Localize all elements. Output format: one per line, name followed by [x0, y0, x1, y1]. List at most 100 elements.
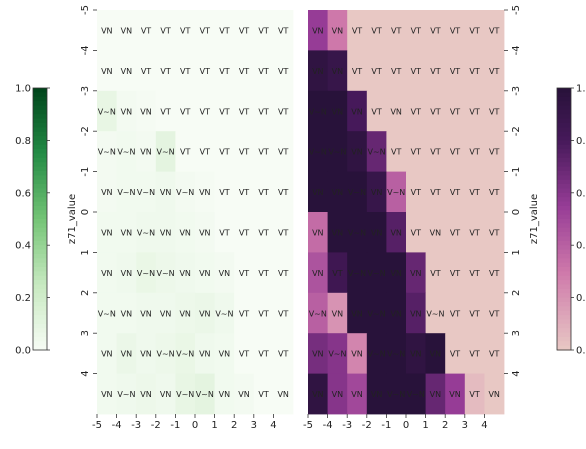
heatmap-cell — [308, 212, 328, 253]
y-tick-label: 4 — [80, 370, 91, 376]
colorbar-segment — [557, 118, 571, 124]
cell-label: V~N — [387, 188, 405, 197]
colorbar-frame — [556, 87, 572, 351]
heatmap-cell — [116, 90, 137, 132]
y-tick-label: 1 — [80, 249, 91, 255]
colorbar-segment — [33, 179, 47, 185]
heatmap-cell — [425, 252, 446, 294]
cell-label: VT — [239, 350, 249, 359]
heatmap-cell — [386, 90, 407, 132]
cell-label: VN — [121, 350, 132, 359]
colorbar-segment — [557, 166, 571, 172]
cell-label: VN — [199, 229, 210, 238]
y-tick-label: -2 — [511, 126, 522, 136]
cell-label: VN — [101, 67, 112, 76]
colorbar-tick-label: 0.6 — [576, 188, 586, 199]
x-tick-label: -2 — [362, 420, 372, 431]
cell-label: VT — [430, 27, 440, 36]
cell-label: VT — [239, 148, 249, 157]
cell-label: VT — [258, 309, 268, 318]
colorbar-segment — [33, 306, 47, 312]
heatmap-cell — [406, 212, 426, 253]
colorbar-segment — [557, 336, 571, 342]
heatmap-cell — [464, 50, 485, 92]
colorbar-segment — [33, 293, 47, 299]
cell-label: VT — [450, 229, 460, 238]
colorbar-segment — [33, 258, 47, 264]
heatmap-cell — [445, 90, 466, 132]
cell-label: VT — [180, 107, 190, 116]
colorbar-segment — [33, 332, 47, 338]
colorbar-segment — [33, 236, 47, 242]
cell-label: VT — [200, 27, 210, 36]
colorbar-segment — [33, 323, 47, 329]
cell-label: V~N — [137, 188, 155, 197]
colorbar-segment — [33, 341, 47, 347]
colorbar-segment — [33, 310, 47, 316]
colorbar-segment — [557, 315, 571, 321]
cell-label: V~N — [368, 309, 386, 318]
colorbar-segment — [557, 306, 571, 312]
heatmap-cell — [406, 333, 426, 374]
cell-label: VT — [489, 350, 499, 359]
heatmap-cell — [327, 333, 348, 374]
colorbar-segment — [557, 127, 571, 133]
heatmap-cell — [366, 90, 387, 132]
cell-label: VN — [332, 229, 343, 238]
colorbar-segment — [33, 284, 47, 290]
cell-label: V~N — [98, 107, 116, 116]
heatmap-cell — [253, 252, 274, 294]
heatmap-cell — [484, 131, 505, 172]
cell-label: VT — [239, 67, 249, 76]
cell-label: VN — [488, 390, 499, 399]
heatmap-cell — [253, 212, 274, 253]
cell-label: VN — [410, 269, 421, 278]
colorbar-segment — [557, 201, 571, 207]
cell-label: VT — [489, 67, 499, 76]
heatmap-cell — [308, 252, 328, 294]
heatmap-cell — [347, 131, 368, 172]
cell-label: V~N — [368, 350, 386, 359]
cell-label: VT — [141, 67, 151, 76]
colorbar-tick-label: 0.4 — [576, 241, 586, 252]
heatmap-cell — [273, 131, 294, 172]
x-tick-label: 0 — [403, 420, 409, 431]
colorbar-segment — [557, 109, 571, 115]
cell-label: V~N — [117, 390, 135, 399]
heatmap-panel-2: VN VN VT VT VT VT VT VT VT VT VN VN VT VT VT VT VT VT VT VT… — [303, 5, 522, 431]
cell-label: V~N — [309, 309, 327, 318]
heatmap-cell — [484, 373, 505, 415]
colorbar-segment — [557, 101, 571, 107]
heatmap-cell — [155, 333, 176, 374]
heatmap-cell — [136, 10, 157, 51]
colorbar-segment — [557, 345, 571, 351]
cell-label: VT — [450, 188, 460, 197]
heatmap-cell — [116, 171, 137, 213]
colorbar-segment — [33, 118, 47, 124]
heatmap-cell — [366, 252, 387, 294]
cell-label: VT — [219, 27, 229, 36]
heatmap-cell — [425, 373, 446, 415]
heatmap-cell — [214, 333, 235, 374]
cell-label: VT — [450, 269, 460, 278]
cell-label: VT — [430, 107, 440, 116]
cell-label: VT — [278, 269, 288, 278]
colorbar-segment — [557, 328, 571, 334]
heatmap-cell — [347, 373, 368, 415]
colorbar-segment — [33, 101, 47, 107]
heatmap-cell — [327, 212, 348, 253]
cell-label: VT — [278, 27, 288, 36]
colorbar-segment — [33, 275, 47, 281]
colorbar-segment — [557, 114, 571, 120]
colorbar-label: z71_value — [67, 194, 78, 244]
heatmap-cell — [308, 292, 328, 334]
cell-label: VT — [258, 350, 268, 359]
colorbar-segment — [33, 328, 47, 334]
heatmap-cell — [484, 90, 505, 132]
cell-label: VT — [278, 229, 288, 238]
colorbar-segment — [33, 136, 47, 141]
heatmap-cell — [308, 50, 328, 92]
heatmap-cell — [425, 292, 446, 334]
x-tick-label: -1 — [381, 420, 391, 431]
heatmap-cell — [484, 50, 505, 92]
